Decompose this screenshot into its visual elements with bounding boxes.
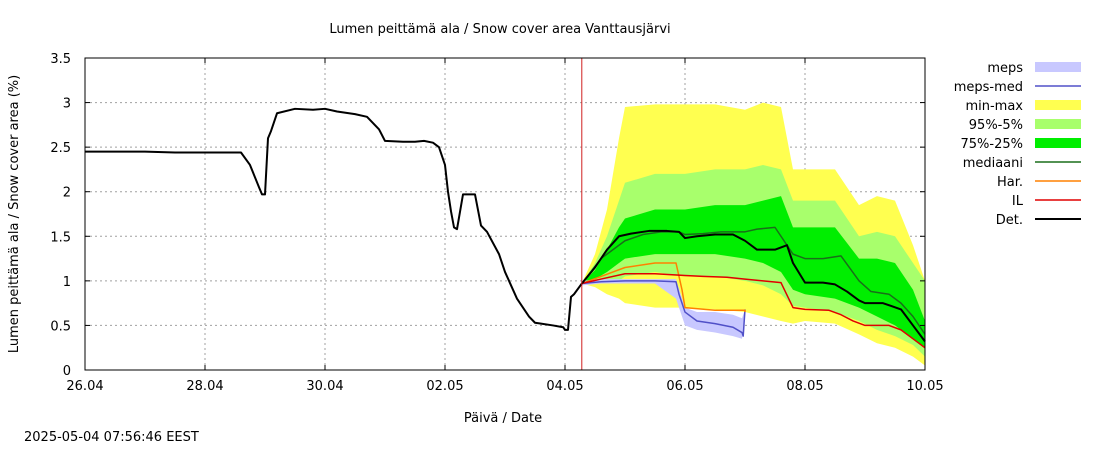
legend-label-p95-5: 95%-5%	[969, 118, 1023, 133]
x-tick-label: 06.05	[666, 379, 703, 394]
y-tick-label: 3.5	[50, 52, 71, 67]
y-tick-label: 2.5	[50, 141, 71, 156]
chart-title: Lumen peittämä ala / Snow cover area Van…	[329, 22, 670, 37]
x-tick-label: 04.05	[546, 379, 583, 394]
legend-swatch-minmax	[1035, 100, 1081, 110]
y-tick-label: 0	[63, 364, 71, 379]
y-axis-label: Lumen peittämä ala / Snow cover area (%)	[7, 75, 22, 353]
x-tick-label: 08.05	[786, 379, 823, 394]
y-tick-label: 2	[63, 186, 71, 201]
legend-label-p75-25: 75%-25%	[961, 137, 1023, 152]
legend-label-minmax: min-max	[965, 99, 1023, 114]
legend-label-il: IL	[1012, 194, 1024, 209]
x-tick-label: 26.04	[66, 379, 103, 394]
legend-swatch-p75-25	[1035, 138, 1081, 148]
legend-swatch-meps	[1035, 62, 1081, 72]
y-axis-ticks: 0 0.5 1 1.5 2 2.5 3 3.5	[50, 52, 925, 379]
line-mediaani	[581, 226, 926, 335]
legend-label-meps: meps	[987, 61, 1023, 76]
legend: meps meps-med min-max 95%-5% 75%-25% mediaani…	[954, 61, 1081, 228]
legend-label-meps-med: meps-med	[954, 80, 1023, 95]
legend-swatch-p95-5	[1035, 119, 1081, 129]
x-tick-label: 10.05	[906, 379, 943, 394]
band-meps	[581, 279, 745, 339]
legend-label-det: Det.	[996, 213, 1023, 228]
x-tick-label: 28.04	[186, 379, 223, 394]
line-det	[85, 107, 926, 343]
line-il	[581, 272, 926, 349]
y-tick-label: 1	[63, 275, 71, 290]
timestamp: 2025-05-04 07:56:46 EEST	[24, 430, 199, 445]
legend-label-mediaani: mediaani	[963, 156, 1023, 171]
line-layer	[85, 107, 926, 349]
plot-frame	[84, 57, 926, 371]
x-axis-ticks: 26.04 28.04 30.04 02.05 04.05 06.05 08.05 10.05	[66, 58, 944, 394]
band-layer	[581, 102, 925, 366]
line-har	[581, 262, 746, 313]
x-axis-label: Päivä / Date	[464, 411, 542, 426]
y-tick-label: 3	[63, 97, 71, 112]
line-meps-med	[581, 280, 746, 337]
legend-label-har: Har.	[997, 175, 1023, 190]
y-tick-label: 0.5	[50, 319, 71, 334]
x-tick-label: 02.05	[426, 379, 463, 394]
x-tick-label: 30.04	[306, 379, 343, 394]
y-tick-label: 1.5	[50, 230, 71, 245]
band-p75-25	[581, 196, 925, 348]
